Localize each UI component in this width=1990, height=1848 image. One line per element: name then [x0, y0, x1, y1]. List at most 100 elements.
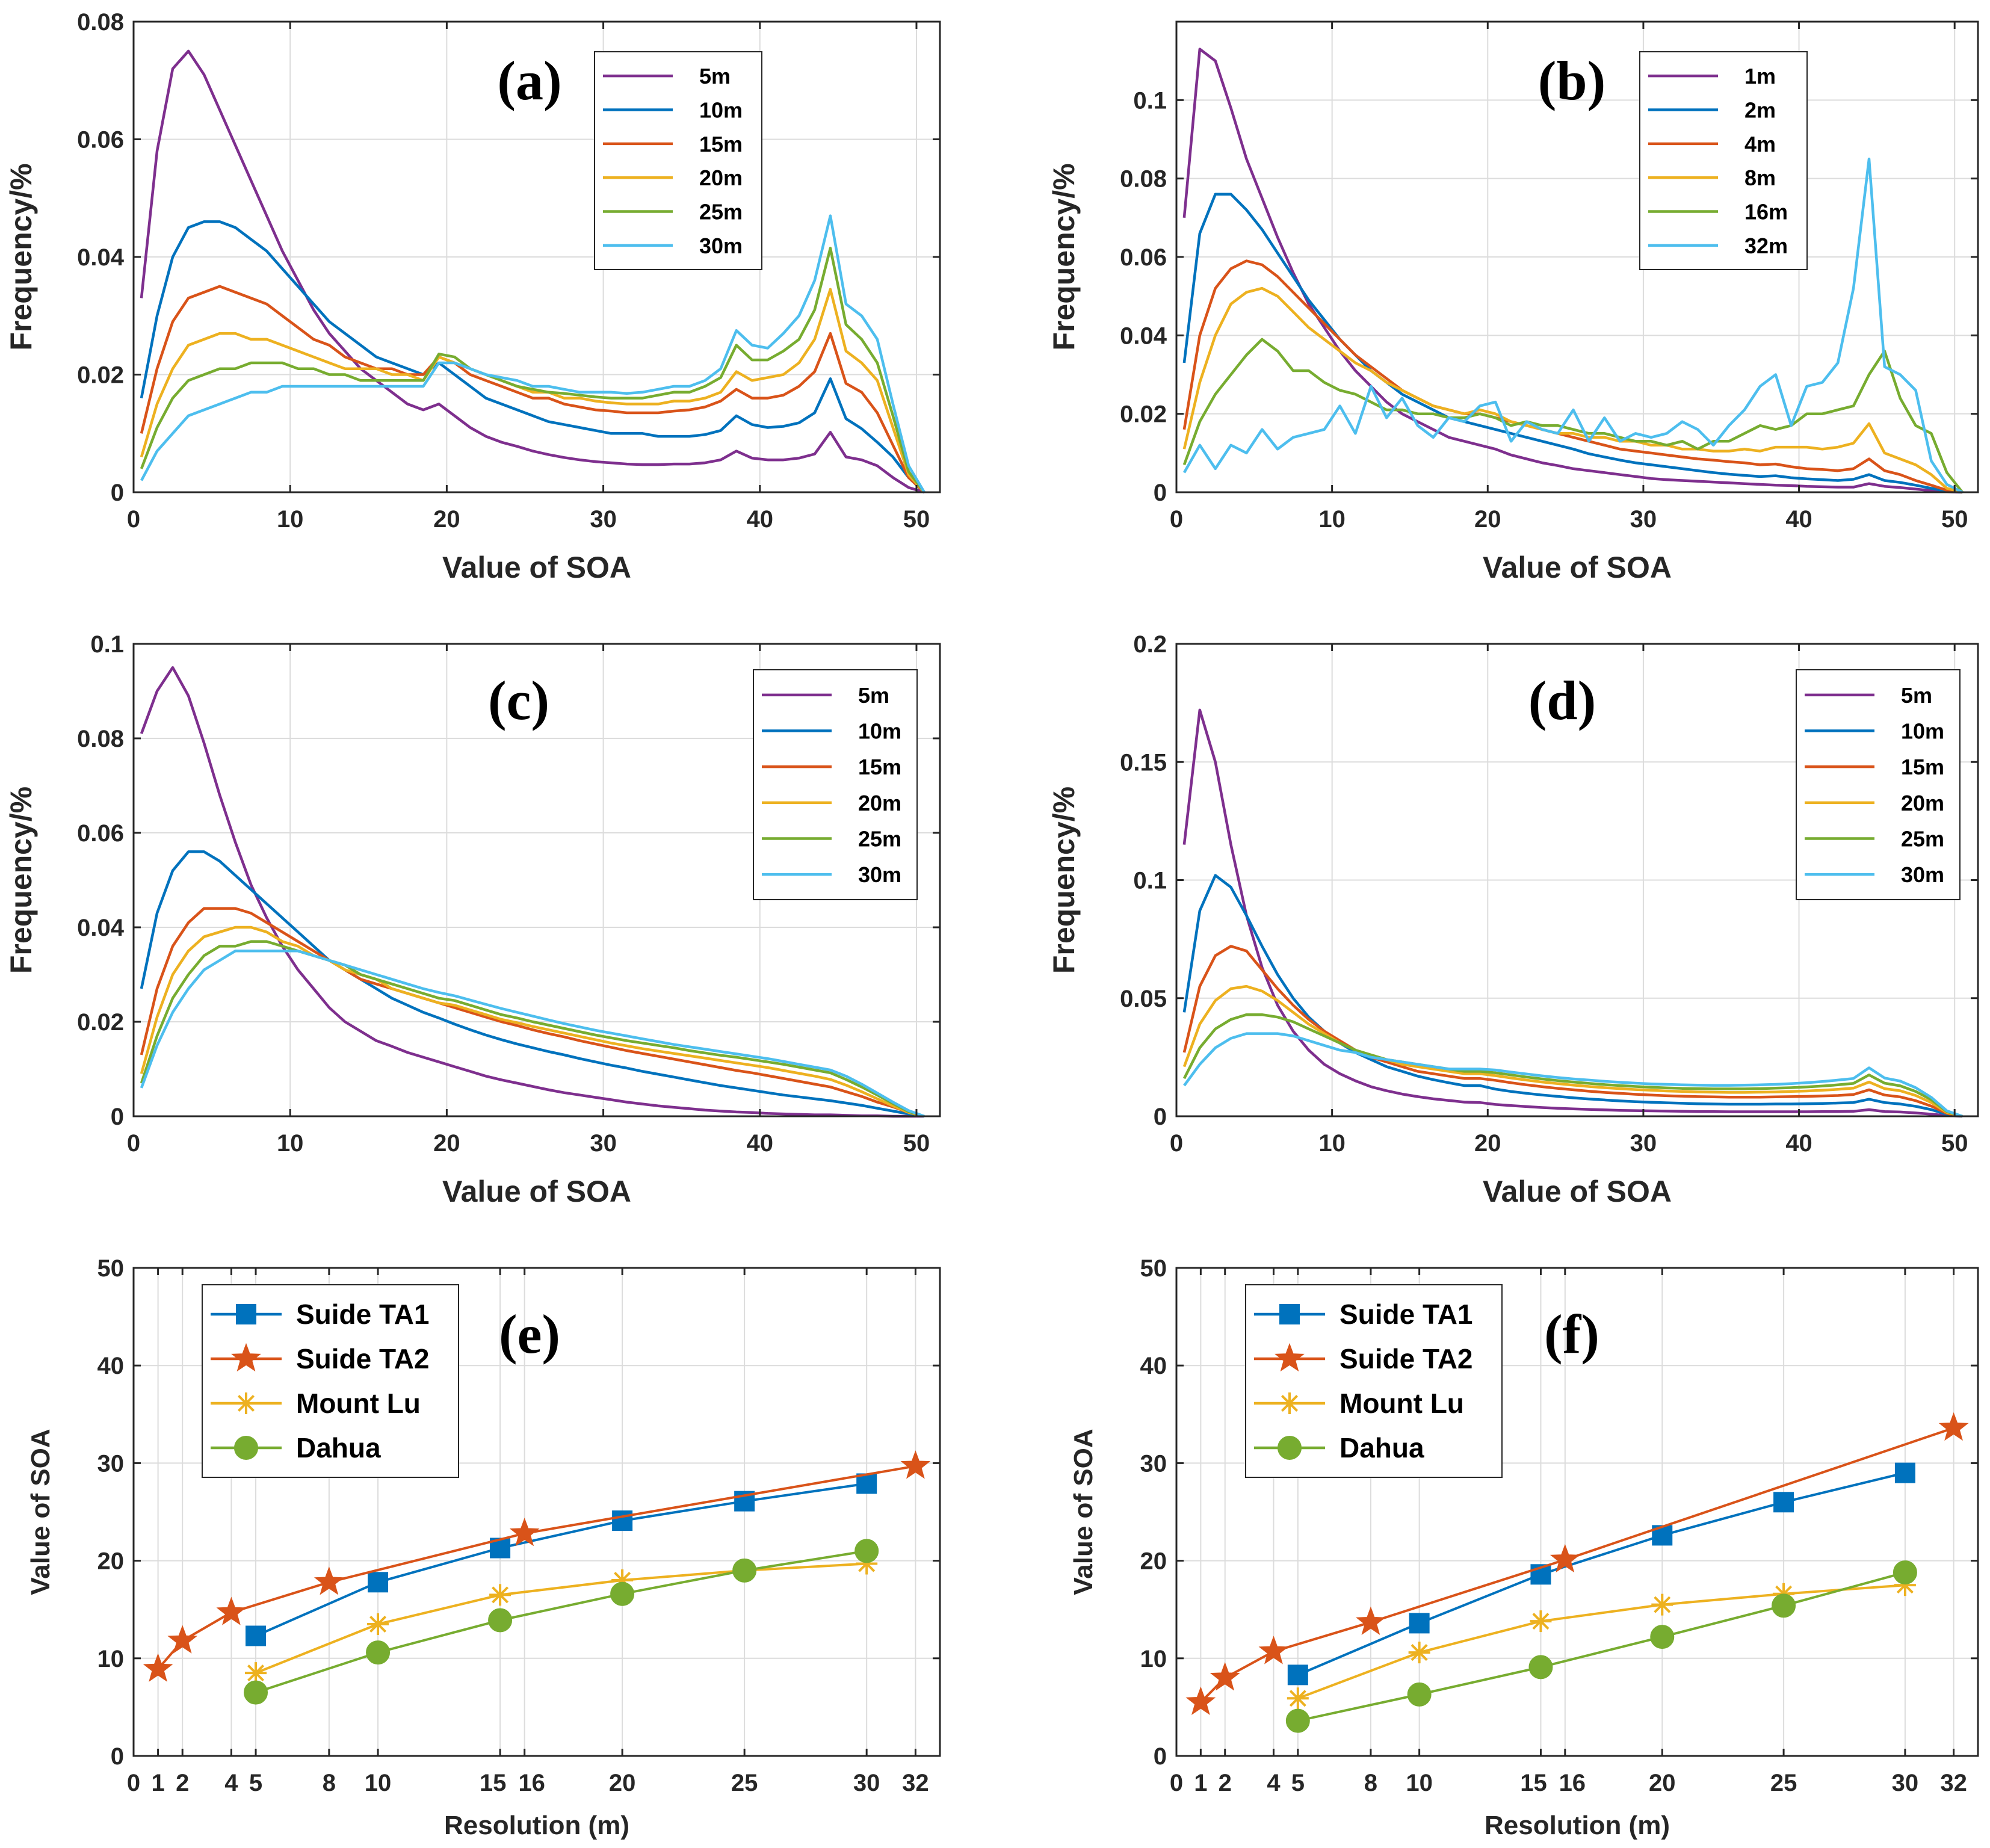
y-tick-label: 0.08 — [77, 726, 124, 752]
x-tick-label: 10 — [365, 1770, 392, 1796]
legend-marker-dahua — [234, 1436, 258, 1460]
data-point-mount-lu — [856, 1553, 878, 1575]
x-tick-label: 15 — [480, 1770, 507, 1796]
x-tick-label: 0 — [1170, 1770, 1183, 1796]
panel-label: (f) — [1544, 1303, 1599, 1365]
legend-label: Suide TA1 — [1340, 1299, 1473, 1330]
legend-label: 25m — [858, 827, 901, 851]
x-tick-label: 40 — [747, 1130, 774, 1157]
data-point-suide-ta1 — [1287, 1664, 1308, 1686]
legend-marker-suide-ta2 — [1275, 1343, 1305, 1372]
panel-label: (a) — [497, 50, 561, 111]
series-line-8m — [1182, 286, 1963, 494]
y-tick-label: 0 — [111, 1743, 124, 1770]
x-tick-label: 1 — [1194, 1770, 1207, 1796]
series-line-15m — [140, 285, 925, 493]
legend-label: 15m — [699, 132, 743, 156]
legend-label: 10m — [1901, 719, 1944, 744]
y-axis-label: Frequency/% — [4, 163, 38, 350]
legend: 5m 10m 15m 20m 25m 30m — [594, 51, 762, 270]
legend-label: 4m — [1744, 132, 1776, 156]
x-tick-label: 30 — [590, 1130, 617, 1157]
x-tick-label: 2 — [1219, 1770, 1232, 1796]
legend-marker-suide-ta1 — [1279, 1304, 1300, 1324]
data-point-suide-ta1 — [1409, 1613, 1430, 1634]
legend-label: Mount Lu — [296, 1388, 421, 1419]
y-tick-label: 0.02 — [77, 1009, 124, 1036]
y-tick-label: 0 — [1154, 1104, 1167, 1130]
series-line-25m — [140, 940, 925, 1118]
x-tick-label: 16 — [518, 1770, 545, 1796]
x-tick-label: 40 — [1785, 1130, 1812, 1157]
x-tick-label: 30 — [1630, 506, 1657, 533]
y-axis-label: Value of SOA — [1069, 1429, 1098, 1595]
data-point-suide-ta1 — [1773, 1492, 1794, 1513]
series-line-25m — [1182, 1013, 1963, 1118]
series-line-15m — [140, 907, 925, 1118]
y-tick-label: 10 — [1140, 1646, 1167, 1672]
legend-box — [594, 51, 762, 270]
legend-marker-mount-lu — [235, 1392, 257, 1414]
data-point-suide-ta2 — [1938, 1412, 1969, 1441]
y-axis-label: Frequency/% — [1047, 786, 1081, 974]
y-tick-label: 0 — [1154, 1743, 1167, 1770]
data-point-mount-lu — [245, 1662, 267, 1684]
data-point-dahua — [1407, 1682, 1432, 1707]
legend-label: 16m — [1744, 200, 1788, 224]
x-tick-label: 10 — [1318, 506, 1346, 533]
x-axis-label: Value of SOA — [1483, 551, 1672, 584]
axes-frame — [1175, 1267, 1979, 1757]
y-tick-label: 20 — [97, 1548, 125, 1575]
y-axis-label: Frequency/% — [1047, 163, 1081, 350]
x-tick-label: 0 — [127, 506, 140, 533]
data-point-suide-ta1 — [368, 1572, 389, 1593]
data-point-suide-ta2 — [900, 1450, 931, 1479]
x-tick-label: 30 — [853, 1770, 880, 1796]
series-group — [140, 49, 925, 494]
legend-label: Mount Lu — [1340, 1388, 1464, 1419]
x-tick-label: 10 — [277, 506, 304, 533]
legend-label: 30m — [858, 862, 901, 887]
chart-panel-5: 0 1 2 4 5 8 10 15 16 20 25 30 3201020304050Resolutio… — [26, 1255, 941, 1840]
y-tick-label: 10 — [97, 1646, 125, 1672]
legend-marker-suide-ta1 — [236, 1304, 256, 1324]
legend: Suide TA1 Suide TA2 Mount Lu Dahua — [1245, 1284, 1503, 1478]
data-point-suide-ta1 — [856, 1473, 877, 1494]
x-tick-label: 20 — [1474, 1130, 1501, 1157]
legend: 1m 2m 4m 8m 16m 32m — [1639, 51, 1808, 270]
x-tick-label: 50 — [1941, 1130, 1968, 1157]
x-tick-label: 2 — [176, 1770, 189, 1796]
x-tick-label: 20 — [1649, 1770, 1676, 1796]
data-point-suide-ta2 — [509, 1518, 540, 1547]
y-tick-label: 0.08 — [77, 9, 124, 36]
legend-label: 25m — [1901, 827, 1944, 851]
x-tick-label: 8 — [1364, 1770, 1377, 1796]
x-tick-label: 32 — [1940, 1770, 1967, 1796]
x-tick-label: 10 — [277, 1130, 304, 1157]
data-point-mount-lu — [1408, 1642, 1430, 1664]
x-tick-label: 15 — [1520, 1770, 1547, 1796]
series-line-30m — [1183, 1032, 1963, 1118]
series-line-15m — [1182, 945, 1963, 1118]
x-tick-label: 30 — [590, 506, 617, 533]
x-tick-label: 50 — [903, 1130, 930, 1157]
data-point-suide-ta2 — [1550, 1544, 1580, 1573]
x-tick-label: 0 — [127, 1130, 140, 1157]
chart-panel-2: 0 10 20 30 40 50 0 0.02 0.04 0.06 0.08 0.1 Value of … — [1047, 20, 1979, 584]
data-point-mount-lu — [1530, 1610, 1552, 1633]
series-line-30m — [140, 214, 925, 493]
panel-label: (b) — [1538, 50, 1605, 111]
y-tick-label: 0.04 — [77, 244, 125, 271]
legend-label: 2m — [1744, 98, 1776, 123]
legend-label: 20m — [858, 791, 901, 815]
series-line-mount-lu — [255, 1562, 867, 1674]
y-tick-label: 0 — [111, 1104, 124, 1130]
x-tick-label: 40 — [1785, 506, 1812, 533]
data-point-suide-ta2 — [1356, 1606, 1386, 1635]
y-tick-label: 40 — [1140, 1353, 1167, 1379]
x-axis-label: Value of SOA — [442, 1175, 631, 1208]
legend-box — [1639, 51, 1808, 270]
series-line-4m — [1182, 259, 1963, 494]
y-tick-label: 20 — [1140, 1548, 1167, 1575]
